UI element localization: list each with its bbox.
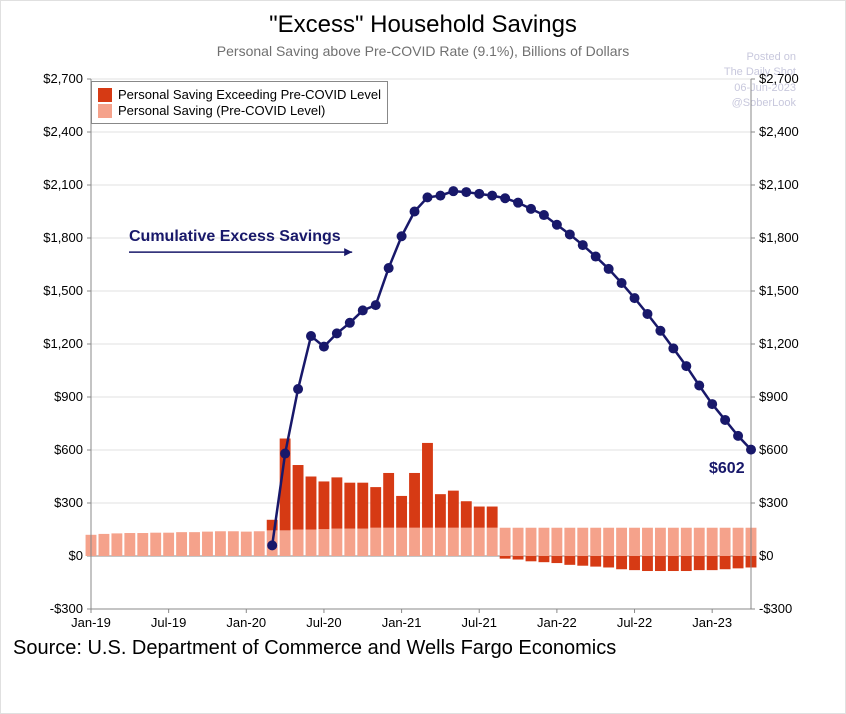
end-point-label: $602 [709, 460, 745, 478]
svg-text:$1,800: $1,800 [759, 230, 799, 245]
svg-text:$2,400: $2,400 [759, 124, 799, 139]
svg-text:Jan-22: Jan-22 [537, 615, 577, 629]
svg-text:$900: $900 [759, 389, 788, 404]
svg-text:-$300: -$300 [759, 601, 792, 616]
svg-text:Jan-21: Jan-21 [382, 615, 422, 629]
chart-area: -$300 -$300 $0 $0 $300 $300 $600 $600 $900 $900 $1… [11, 69, 837, 629]
svg-text:$2,100: $2,100 [43, 177, 83, 192]
svg-text:$1,800: $1,800 [43, 230, 83, 245]
chart-container: "Excess" Household Savings Personal Savi… [0, 0, 846, 714]
svg-text:$1,500: $1,500 [43, 283, 83, 298]
svg-text:$300: $300 [54, 495, 83, 510]
svg-text:Jan-23: Jan-23 [692, 615, 732, 629]
svg-text:$0: $0 [759, 548, 773, 563]
svg-text:$600: $600 [54, 442, 83, 457]
legend-swatch-icon [98, 104, 112, 118]
chart-svg: -$300 -$300 $0 $0 $300 $300 $600 $600 $900 $900 $1… [11, 69, 837, 629]
svg-text:$2,700: $2,700 [43, 71, 83, 86]
legend-item: Personal Saving Exceeding Pre-COVID Leve… [98, 87, 381, 102]
chart-title: "Excess" Household Savings [1, 11, 845, 39]
svg-text:$1,200: $1,200 [43, 336, 83, 351]
svg-text:Jan-19: Jan-19 [71, 615, 111, 629]
svg-text:$2,700: $2,700 [759, 71, 799, 86]
svg-text:Jan-20: Jan-20 [226, 615, 266, 629]
watermark-line: Posted on [724, 50, 796, 65]
legend-item: Personal Saving (Pre-COVID Level) [98, 103, 381, 118]
svg-text:$1,200: $1,200 [759, 336, 799, 351]
legend-label: Personal Saving (Pre-COVID Level) [118, 103, 325, 118]
svg-text:$300: $300 [759, 495, 788, 510]
svg-text:$2,400: $2,400 [43, 124, 83, 139]
chart-subtitle: Personal Saving above Pre-COVID Rate (9.… [1, 43, 845, 59]
svg-text:$1,500: $1,500 [759, 283, 799, 298]
svg-text:$2,100: $2,100 [759, 177, 799, 192]
svg-text:Jul-20: Jul-20 [306, 615, 341, 629]
svg-text:$900: $900 [54, 389, 83, 404]
annotation-label: Cumulative Excess Savings [129, 228, 341, 246]
svg-text:-$300: -$300 [50, 601, 83, 616]
source-attribution: Source: U.S. Department of Commerce and … [1, 629, 845, 667]
svg-text:Jul-21: Jul-21 [462, 615, 497, 629]
svg-text:$600: $600 [759, 442, 788, 457]
svg-text:$0: $0 [69, 548, 83, 563]
legend-label: Personal Saving Exceeding Pre-COVID Leve… [118, 87, 381, 102]
svg-text:Jul-19: Jul-19 [151, 615, 186, 629]
legend: Personal Saving Exceeding Pre-COVID Leve… [91, 81, 388, 124]
svg-text:Jul-22: Jul-22 [617, 615, 652, 629]
legend-swatch-icon [98, 88, 112, 102]
